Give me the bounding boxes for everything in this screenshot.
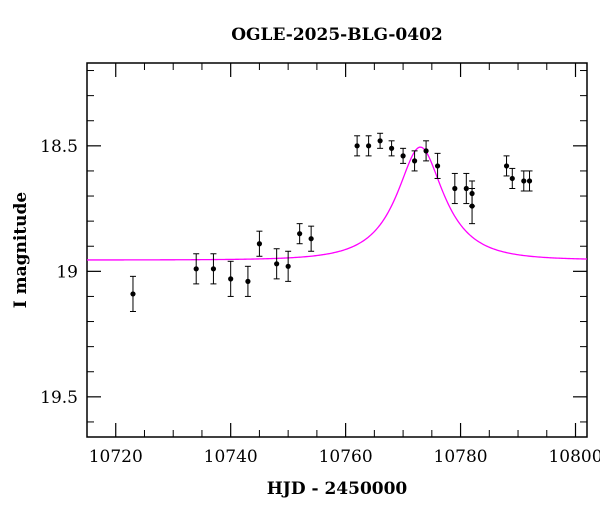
data-point — [308, 225, 315, 252]
data-point — [273, 248, 280, 280]
point-marker — [285, 263, 291, 269]
x-tick-label: 10780 — [434, 447, 488, 467]
point-marker — [434, 163, 441, 169]
data-point — [451, 172, 458, 205]
y-tick-label: 19.5 — [40, 388, 78, 408]
point-marker — [210, 266, 217, 272]
point-marker — [297, 231, 303, 237]
data-point — [377, 132, 384, 149]
data-points-layer — [129, 132, 533, 312]
point-marker — [509, 175, 515, 182]
data-point — [400, 147, 407, 164]
data-point — [193, 253, 200, 285]
point-marker — [274, 261, 280, 267]
point-marker — [521, 178, 527, 184]
data-point — [210, 253, 217, 285]
point-marker — [388, 145, 395, 151]
point-marker — [366, 143, 372, 149]
x-tick-label: 10800 — [548, 447, 600, 467]
point-marker — [400, 153, 406, 159]
data-point — [227, 260, 234, 297]
y-axis-ticks: 18.5 19 19.5 — [40, 70, 587, 423]
model-curve — [87, 146, 588, 261]
plot-border — [86, 62, 588, 438]
data-point — [244, 265, 251, 297]
x-tick-label: 10760 — [319, 447, 373, 467]
point-marker — [308, 236, 314, 242]
point-marker — [463, 185, 469, 192]
data-point — [285, 250, 292, 282]
x-axis-label: HJD - 2450000 — [267, 479, 408, 499]
data-point — [526, 170, 533, 192]
point-marker — [411, 158, 418, 164]
point-marker — [423, 148, 429, 154]
y-axis-label: I magnitude — [11, 192, 31, 309]
data-point — [463, 172, 470, 205]
point-marker — [245, 278, 251, 284]
data-point — [434, 152, 441, 179]
point-marker — [193, 266, 199, 272]
x-tick-label: 10740 — [204, 447, 258, 467]
y-tick-label: 18.5 — [40, 137, 78, 157]
data-point — [365, 135, 372, 157]
data-point — [520, 170, 527, 192]
chart-title: OGLE-2025-BLG-0402 — [231, 25, 443, 45]
point-marker — [452, 185, 458, 192]
data-point — [423, 140, 430, 162]
data-point — [129, 275, 136, 312]
point-marker — [228, 276, 234, 282]
point-marker — [469, 203, 475, 209]
data-point — [354, 135, 361, 157]
point-marker — [377, 138, 383, 144]
point-marker — [526, 178, 533, 184]
data-point — [509, 167, 516, 190]
data-point — [296, 223, 303, 245]
x-axis-ticks: 10720 10740 10760 10780 10800 — [89, 63, 600, 467]
data-point — [503, 155, 510, 177]
x-tick-label: 10720 — [89, 447, 143, 467]
point-marker — [354, 143, 360, 149]
plot-frame — [86, 62, 588, 438]
model-curve-layer — [87, 146, 588, 261]
data-point — [411, 150, 418, 172]
y-tick-label: 19 — [56, 262, 78, 282]
data-point — [256, 230, 263, 257]
point-marker — [503, 163, 510, 169]
point-marker — [256, 241, 263, 247]
data-point — [388, 140, 395, 157]
point-marker — [130, 291, 136, 297]
data-point — [469, 188, 476, 225]
